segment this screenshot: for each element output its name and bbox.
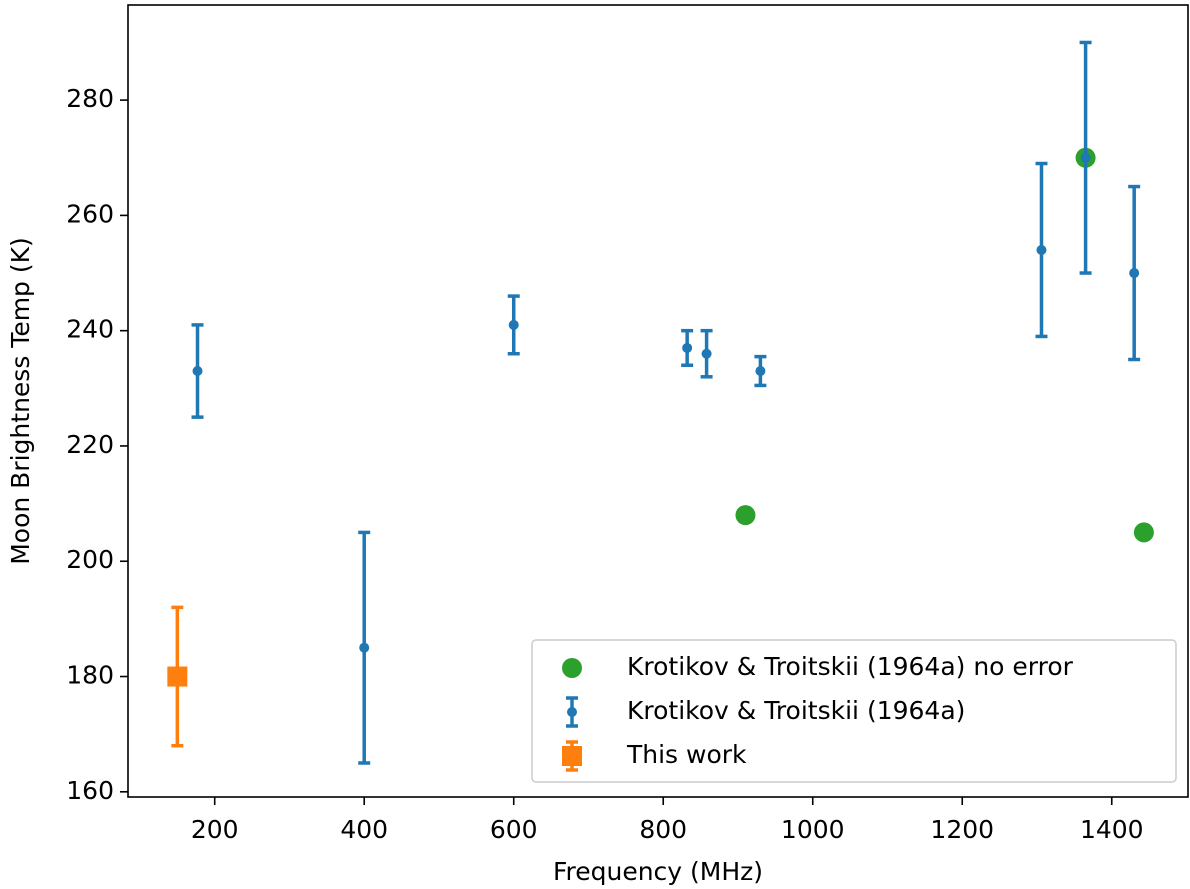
marker xyxy=(1080,152,1091,163)
marker xyxy=(755,366,766,377)
x-tick-label: 1200 xyxy=(930,815,994,844)
legend-label: Krotikov & Troitskii (1964a) xyxy=(627,696,965,725)
marker xyxy=(1133,522,1154,543)
x-tick-label: 400 xyxy=(340,815,388,844)
marker xyxy=(508,319,519,330)
marker xyxy=(682,342,693,353)
y-tick-label: 280 xyxy=(66,84,114,113)
legend-marker xyxy=(567,707,577,717)
legend-marker xyxy=(562,658,582,678)
legend-marker xyxy=(562,746,582,766)
legend-label: This work xyxy=(626,740,747,769)
marker xyxy=(1036,244,1047,255)
plot-frame xyxy=(127,4,1189,798)
y-tick-label: 240 xyxy=(66,315,114,344)
y-tick-label: 180 xyxy=(66,661,114,690)
x-tick-label: 1400 xyxy=(1080,815,1144,844)
y-axis-label: Moon Brightness Temp (K) xyxy=(6,237,35,565)
y-tick-label: 160 xyxy=(66,776,114,805)
marker xyxy=(167,666,188,687)
marker xyxy=(359,642,370,653)
marker xyxy=(701,348,712,359)
x-tick-label: 800 xyxy=(639,815,687,844)
legend-label: Krotikov & Troitskii (1964a) no error xyxy=(627,652,1074,681)
x-tick-label: 1000 xyxy=(781,815,845,844)
marker xyxy=(735,505,756,526)
x-axis-label: Frequency (MHz) xyxy=(553,857,763,886)
marker xyxy=(1129,268,1140,279)
x-tick-label: 200 xyxy=(191,815,239,844)
legend-box xyxy=(531,639,1177,783)
marker xyxy=(192,366,203,377)
y-tick-label: 200 xyxy=(66,545,114,574)
y-tick-label: 220 xyxy=(66,430,114,459)
y-tick-label: 260 xyxy=(66,199,114,228)
x-tick-label: 600 xyxy=(490,815,538,844)
